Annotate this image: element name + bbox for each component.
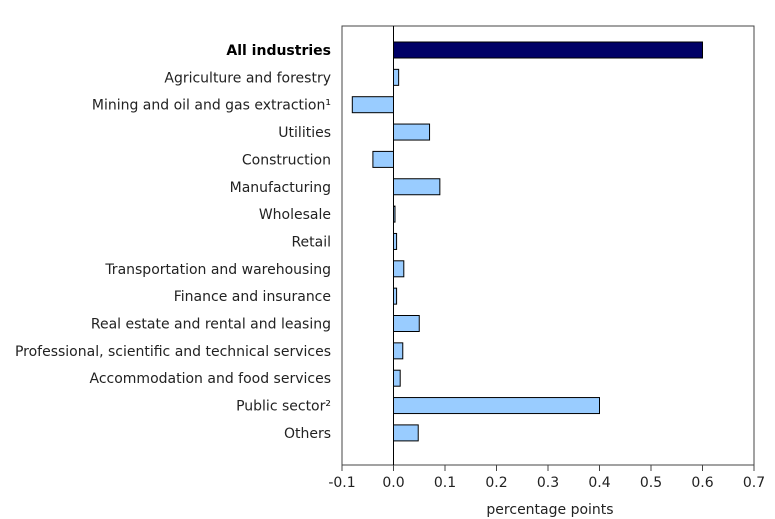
x-tick-label: 0.6 [691,475,713,491]
x-tick-label: -0.1 [328,475,355,491]
x-tick-label: 0.7 [743,475,765,491]
x-tick-label: 0.0 [382,475,404,491]
bar [393,232,398,250]
category-label: Transportation and warehousing [104,262,331,278]
category-labels: All industries Agriculture and forestry Mi… [15,43,331,442]
x-tick-label: 0.3 [537,475,559,491]
bar [393,397,600,415]
bar [393,342,404,360]
x-ticks [341,465,755,471]
bar [393,123,431,141]
category-label: Utilities [278,125,331,141]
category-label: Wholesale [259,207,331,223]
category-label: Finance and insurance [174,289,331,305]
x-tick-label: 0.2 [485,475,507,491]
x-tick-label: 0.5 [640,475,662,491]
category-label: All industries [226,43,331,59]
category-label: Others [284,426,331,442]
bar [393,68,400,86]
bar [393,287,398,305]
bar [393,424,419,442]
bars [351,41,703,442]
bar [393,260,405,278]
category-label: Mining and oil and gas extraction¹ [92,98,331,114]
bar [351,96,394,114]
bar [393,205,396,223]
bar [393,369,401,387]
x-tick-label: 0.4 [588,475,610,491]
category-label: Public sector² [236,399,331,415]
category-label: Accommodation and food services [90,371,332,387]
category-label: Construction [242,152,331,168]
category-label: Agriculture and forestry [164,70,331,86]
bar [393,178,441,196]
x-tick-label: 0.1 [434,475,456,491]
category-label: Retail [291,234,331,250]
x-axis-title: percentage points [486,502,613,518]
category-label: Real estate and rental and leasing [91,317,331,333]
bar [393,41,703,59]
category-label: Manufacturing [230,180,331,196]
bar [393,315,420,332]
x-tick-labels: -0.1 0.0 0.1 0.2 0.3 0.4 0.5 0.6 0.7 [328,475,765,491]
category-label: Professional, scientific and technical s… [15,344,331,360]
bar [372,150,394,168]
